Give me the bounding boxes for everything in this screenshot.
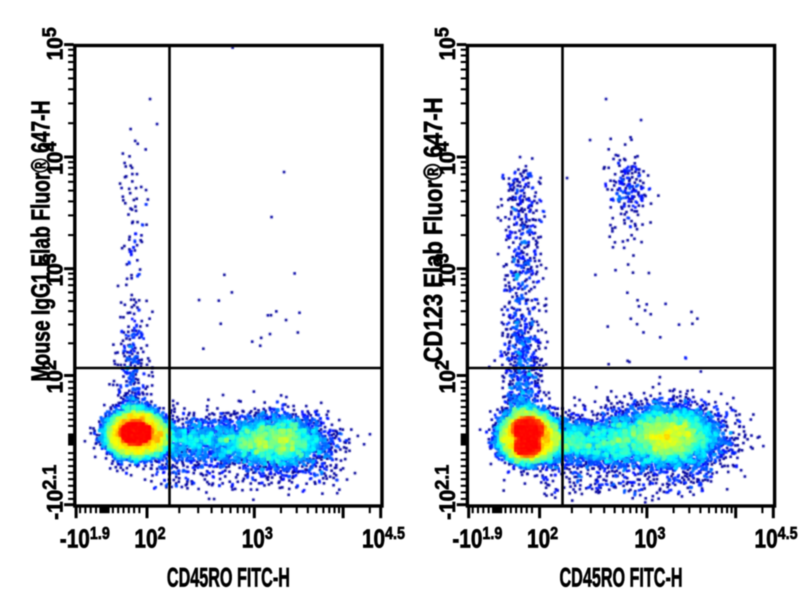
svg-text:CD45RO FITC-H: CD45RO FITC-H bbox=[167, 563, 290, 593]
svg-text:CD45RO FITC-H: CD45RO FITC-H bbox=[560, 563, 683, 593]
svg-text:103: 103 bbox=[634, 524, 665, 553]
svg-text:105: 105 bbox=[39, 27, 68, 60]
svg-text:103: 103 bbox=[431, 253, 460, 286]
svg-text:104.5: 104.5 bbox=[362, 524, 405, 553]
svg-text:-101.9: -101.9 bbox=[452, 524, 502, 553]
svg-text:-101.9: -101.9 bbox=[60, 524, 110, 553]
svg-text:-102.1: -102.1 bbox=[39, 465, 68, 520]
svg-text:-102.1: -102.1 bbox=[431, 465, 460, 520]
svg-text:103: 103 bbox=[242, 524, 273, 553]
svg-text:CD123 Elab Fluor® 647-H: CD123 Elab Fluor® 647-H bbox=[418, 98, 448, 363]
svg-text:105: 105 bbox=[431, 27, 460, 60]
svg-text:102: 102 bbox=[527, 524, 558, 553]
svg-text:Mouse IgG1 Elab Fluor® 647-H: Mouse IgG1 Elab Fluor® 647-H bbox=[26, 101, 56, 382]
svg-text:102: 102 bbox=[134, 524, 165, 553]
svg-text:102: 102 bbox=[431, 360, 460, 393]
svg-text:103: 103 bbox=[39, 253, 68, 286]
svg-text:104.5: 104.5 bbox=[755, 524, 798, 553]
